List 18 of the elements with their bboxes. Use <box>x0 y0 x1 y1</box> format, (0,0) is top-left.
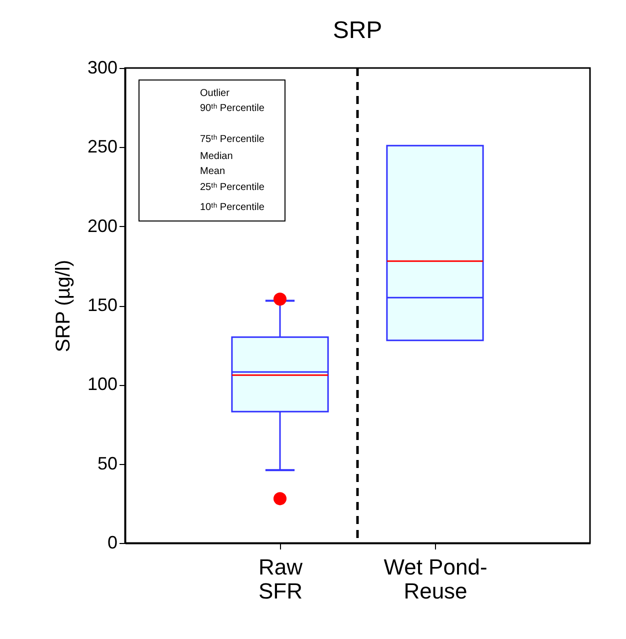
y-tick-label: 0 <box>107 532 118 552</box>
y-tick-label: 200 <box>87 216 118 236</box>
x-tick-label: Raw SFR <box>258 554 303 604</box>
annotation: 10ᵗʰ Percentile <box>200 202 265 213</box>
annotation: 90ᵗʰ Percentile <box>200 103 265 114</box>
y-tick-label: 150 <box>87 295 118 315</box>
y-axis-title: SRP (µg/l) <box>52 260 74 352</box>
annotation: 25ᵗʰ Percentile <box>200 182 265 193</box>
chart-title: SRP <box>332 17 382 44</box>
y-tick-label: 250 <box>87 136 118 157</box>
annotation: Outlier <box>200 88 230 99</box>
x-tick-label: Wet Pond-Reuse <box>384 554 488 604</box>
annotation: 75ᵗʰ Percentile <box>200 134 265 145</box>
y-tick-label: 50 <box>97 453 118 474</box>
y-tick-label: 100 <box>87 374 118 394</box>
annotation: Median <box>200 151 233 162</box>
y-tick-label: 300 <box>87 58 118 78</box>
annotation: Mean <box>200 166 226 177</box>
